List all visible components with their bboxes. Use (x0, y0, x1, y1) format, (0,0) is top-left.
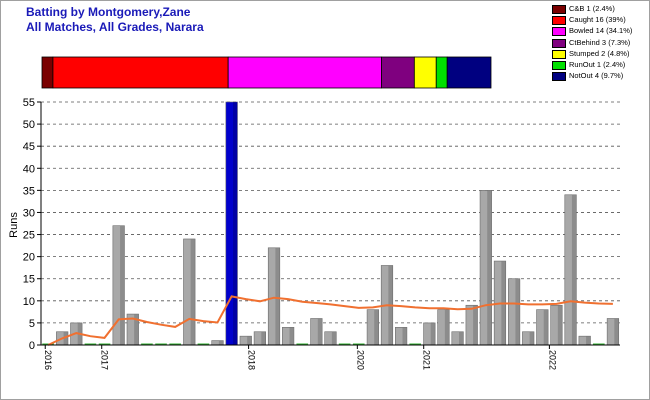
bar-shade (289, 327, 294, 345)
bar-shade (402, 327, 407, 345)
dismissal-segment (52, 56, 229, 89)
bar-shade (614, 318, 619, 345)
y-tick-label: 55 (23, 97, 35, 109)
legend-swatch (552, 27, 566, 37)
bar (141, 343, 153, 345)
y-tick-label: 50 (23, 119, 35, 131)
dismissal-segment (41, 56, 54, 89)
bar (352, 343, 365, 345)
x-tick-label: 2021 (422, 350, 432, 370)
bar (98, 343, 111, 345)
y-tick-label: 45 (23, 141, 35, 153)
chart-title-line-2: All Matches, All Grades, Narara (26, 20, 204, 34)
bar-shade (515, 278, 520, 345)
x-tick-label: 2017 (100, 350, 110, 370)
bar-shade (331, 331, 337, 345)
bar (593, 343, 605, 345)
chart-title-line-1: Batting by Montgomery,Zane (26, 5, 191, 19)
bar-shade (543, 309, 549, 345)
y-tick-label: 30 (23, 207, 35, 219)
legend-label: Caught 16 (39%) (569, 15, 626, 25)
bar-shade (430, 322, 436, 345)
y-tick-label: 35 (23, 185, 35, 197)
y-tick-label: 0 (29, 340, 35, 352)
bar-shade (275, 247, 280, 345)
y-tick-label: 15 (23, 274, 35, 286)
average-line (47, 295, 613, 346)
bar-shade (134, 314, 139, 345)
bar-shade (374, 309, 379, 345)
bar-shade (444, 309, 450, 345)
bar-shade (317, 318, 323, 345)
legend-swatch (552, 38, 566, 48)
legend-swatch (552, 60, 566, 70)
bar-shade (120, 225, 125, 345)
y-tick-label: 5 (29, 318, 35, 330)
legend-label: C&B 1 (2.4%) (569, 4, 615, 13)
bar-shade (63, 331, 68, 345)
legend-label: RunOut 1 (2.4%) (569, 59, 626, 69)
bar-shade (571, 194, 577, 345)
bar-shade (458, 331, 464, 345)
bar (338, 343, 351, 345)
legend-label: CtBehind 3 (7.3%) (569, 37, 631, 47)
bar (296, 343, 309, 345)
x-tick-label: 2016 (43, 350, 53, 370)
dismissal-segment (381, 56, 415, 89)
bar (197, 343, 210, 345)
y-axis-label: Runs (8, 212, 20, 238)
bar-shade (233, 102, 238, 345)
legend-swatch (552, 5, 566, 14)
dismissal-segment (413, 56, 437, 89)
bar-shade (529, 331, 534, 345)
bar (409, 343, 422, 345)
legend-swatch (552, 16, 566, 26)
bar-shade (247, 336, 252, 345)
bar-shade (261, 331, 266, 345)
y-tick-label: 20 (23, 252, 35, 264)
dismissal-segment (435, 56, 448, 89)
bar (84, 343, 97, 345)
bar (169, 343, 181, 345)
legend-label: NotOut 4 (9.7%) (569, 71, 624, 81)
legend-swatch (552, 72, 566, 82)
y-tick-label: 10 (23, 296, 35, 308)
bar-shade (557, 305, 563, 345)
legend-swatch (552, 49, 566, 59)
dismissal-segment (227, 56, 382, 89)
legend-label: Bowled 14 (34.1%) (569, 26, 633, 36)
bar-shade (190, 238, 196, 345)
bar (155, 343, 167, 345)
y-tick-label: 25 (23, 230, 35, 242)
dismissal-segment (446, 56, 492, 89)
bar-shade (487, 190, 492, 345)
x-tick-label: 2018 (247, 350, 257, 370)
legend-label: Stumped 2 (4.8%) (569, 48, 630, 58)
bar-shade (218, 340, 224, 345)
x-tick-label: 2022 (547, 350, 557, 370)
bar-shade (586, 336, 591, 345)
y-tick-label: 40 (23, 163, 35, 175)
x-tick-label: 2020 (355, 350, 365, 370)
bar-shade (473, 305, 478, 345)
